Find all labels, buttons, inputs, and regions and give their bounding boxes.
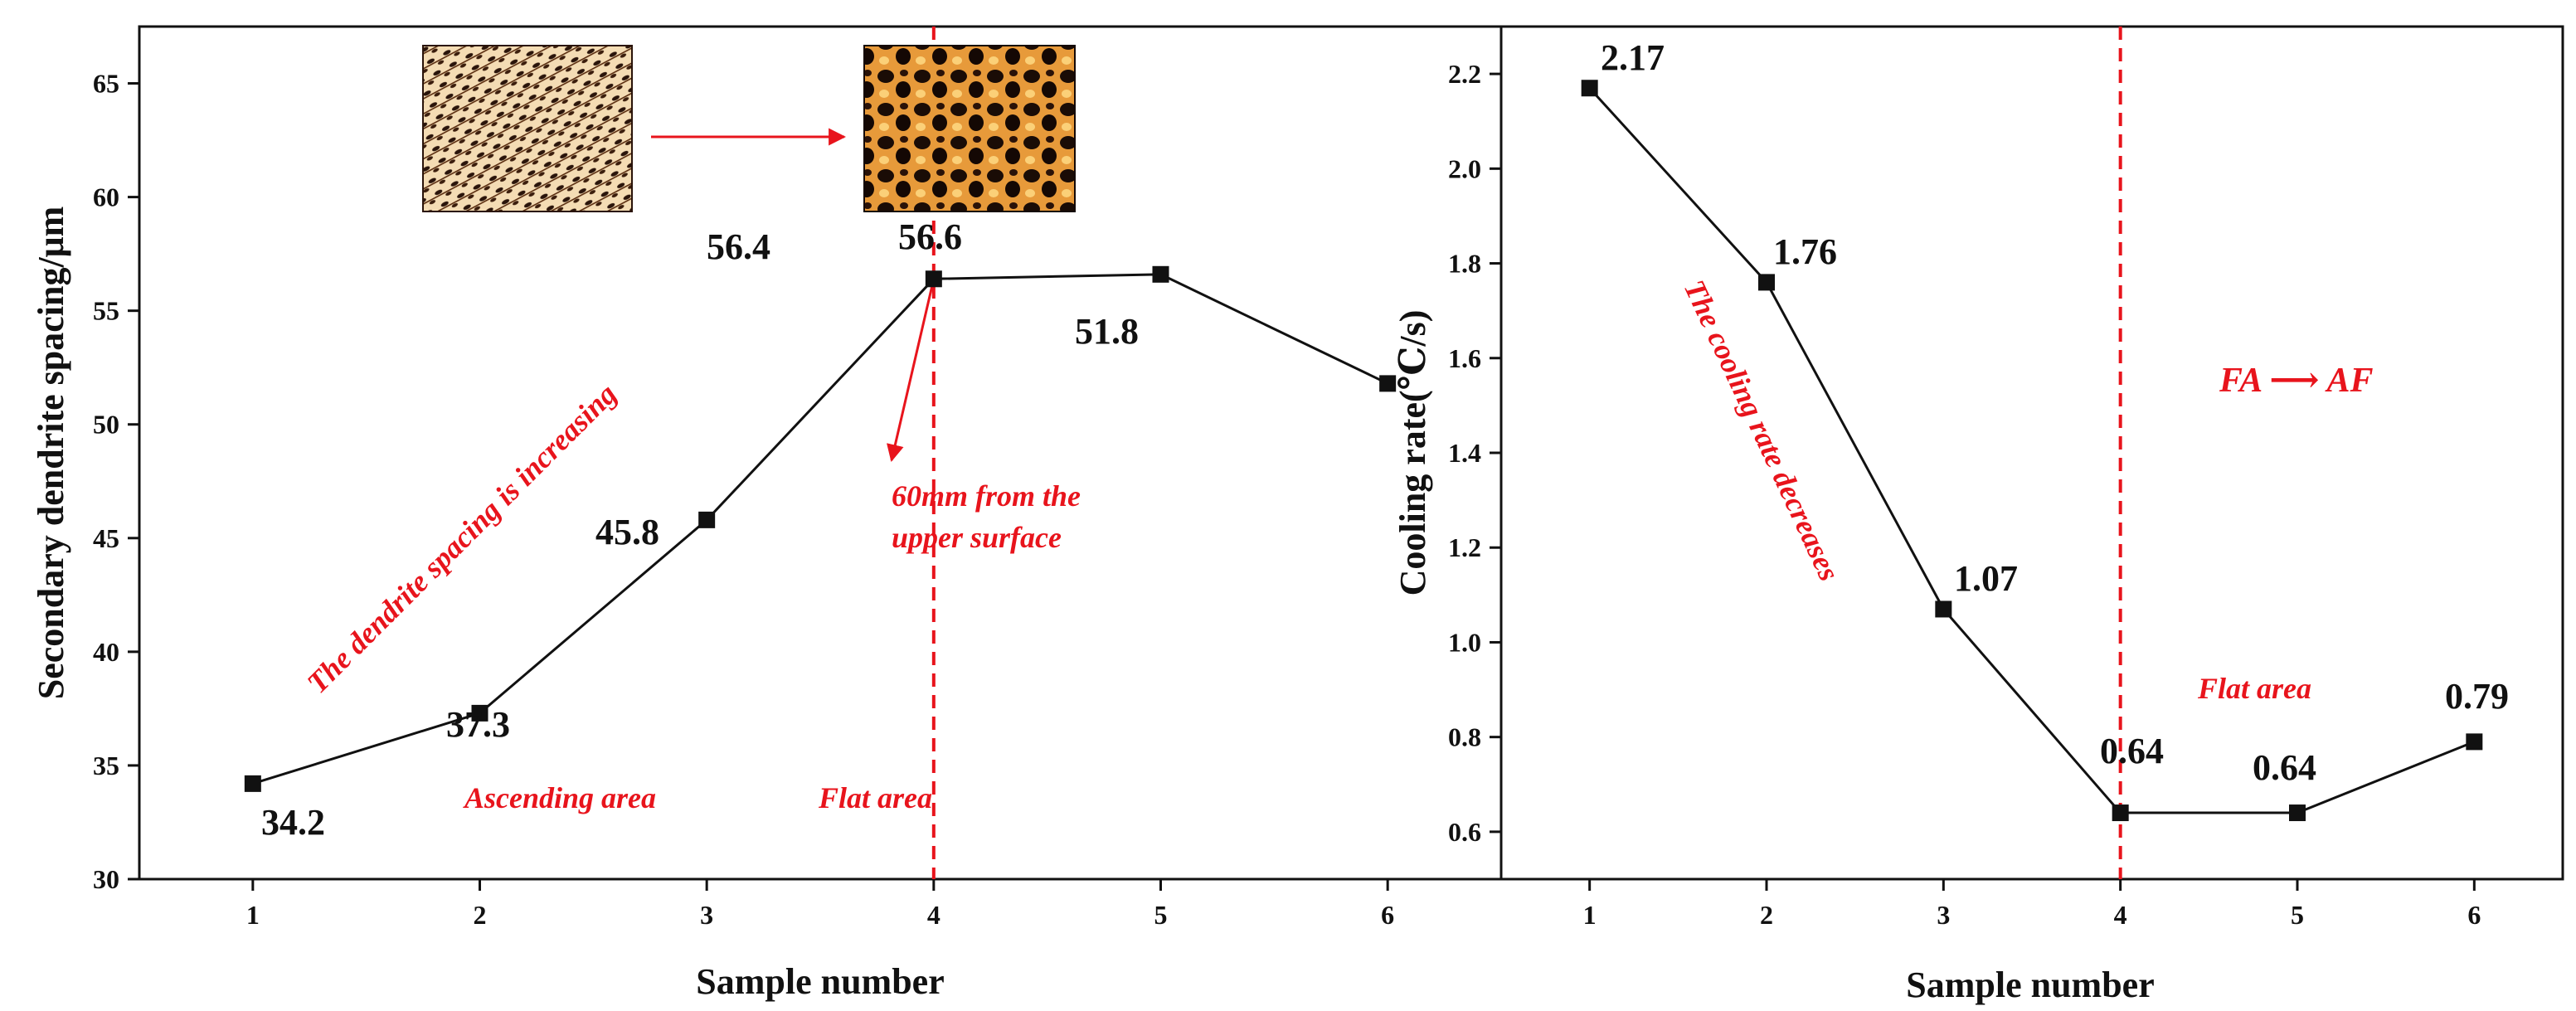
y-tick-label: 1.4 xyxy=(1448,438,1481,468)
x-axis-title: Sample number xyxy=(1906,965,2154,1005)
data-point-6 xyxy=(1379,375,1397,392)
data-label-1: 34.2 xyxy=(261,802,325,843)
data-point-5 xyxy=(2289,804,2306,822)
trend-annotation: The cooling rate decreases xyxy=(1678,275,1846,586)
region-label-flat: Flat area xyxy=(2197,672,2311,705)
data-point-5 xyxy=(1152,265,1169,283)
y-tick-label: 2.2 xyxy=(1448,59,1481,89)
x-tick-label: 2 xyxy=(1760,900,1773,930)
plot-frame xyxy=(1499,25,2564,881)
x-tick-label: 1 xyxy=(246,900,260,930)
y-tick-label: 1.8 xyxy=(1448,249,1481,279)
position-note-line-1: 60mm from the xyxy=(892,479,1081,513)
y-tick-label: 55 xyxy=(93,296,119,326)
y-tick-label: 60 xyxy=(93,182,119,212)
data-point-1 xyxy=(244,775,261,792)
data-label-4: 56.4 xyxy=(707,226,770,267)
x-tick-label: 3 xyxy=(1937,900,1950,930)
y-tick-label: 2.0 xyxy=(1448,153,1481,183)
data-point-4 xyxy=(925,270,942,288)
y-tick-label: 65 xyxy=(93,69,119,99)
x-tick-label: 5 xyxy=(1154,900,1168,930)
y-tick-label: 40 xyxy=(93,637,119,667)
data-label-6: 0.79 xyxy=(2445,676,2509,717)
x-tick-label: 5 xyxy=(2291,900,2304,930)
data-point-3 xyxy=(698,511,716,528)
region-label-flat: Flat area xyxy=(818,781,932,814)
y-tick-label: 0.6 xyxy=(1448,817,1481,847)
y-tick-label: 0.8 xyxy=(1448,722,1481,752)
x-tick-label: 1 xyxy=(1583,900,1597,930)
y-tick-label: 1.0 xyxy=(1448,627,1481,657)
data-label-5: 0.64 xyxy=(2253,747,2316,788)
axis-ticks: 1 2 3 4 5 6 0.6 0.8 1.0 1.2 1.4 1.6 1.8 2.0 2.2 xyxy=(1448,59,2481,930)
data-point-2 xyxy=(471,704,488,722)
series-line xyxy=(1588,87,2475,814)
y-axis-title: Secondary dendrite spacing/μm xyxy=(31,207,71,700)
data-label-4: 0.64 xyxy=(2100,731,2164,771)
data-label-1: 2.17 xyxy=(1601,37,1665,78)
data-point-4 xyxy=(2112,804,2129,822)
y-tick-label: 1.6 xyxy=(1448,343,1481,373)
x-tick-label: 4 xyxy=(2114,900,2127,930)
data-point-6 xyxy=(2466,733,2483,751)
data-label-3: 1.07 xyxy=(1954,558,2018,599)
x-axis-title: Sample number xyxy=(696,961,944,1002)
x-tick-label: 6 xyxy=(2467,900,2481,930)
chart-cooling-rate: 1 2 3 4 5 6 0.6 0.8 1.0 1.2 1.4 1.6 1.8 2.0 2.2 2.17 1… xyxy=(1392,25,2564,1005)
micrograph-inset-coarse xyxy=(863,45,1076,212)
x-tick-label: 6 xyxy=(1381,900,1394,930)
y-tick-label: 1.2 xyxy=(1448,532,1481,562)
data-point-1 xyxy=(1581,80,1598,97)
x-tick-label: 2 xyxy=(474,900,487,930)
y-tick-label: 30 xyxy=(93,864,119,894)
plot-frame xyxy=(138,25,1503,881)
position-arrow xyxy=(887,278,936,463)
data-point-2 xyxy=(1758,274,1775,291)
y-tick-label: 35 xyxy=(93,751,119,780)
y-tick-label: 50 xyxy=(93,410,119,440)
data-markers xyxy=(1581,80,2483,822)
y-tick-label: 45 xyxy=(93,523,119,553)
x-tick-label: 4 xyxy=(927,900,940,930)
position-note-line-2: upper surface xyxy=(892,521,1062,554)
data-label-2: 1.76 xyxy=(1773,231,1837,272)
data-label-2: 37.3 xyxy=(446,704,510,745)
series-line xyxy=(252,273,1388,785)
trend-annotation: The dendrite spacing is increasing xyxy=(300,377,623,700)
data-markers xyxy=(244,265,1397,792)
data-point-3 xyxy=(1935,600,1952,618)
data-label-5: 56.6 xyxy=(898,216,962,257)
transition-label: FA ⟶ AF xyxy=(2219,362,2374,400)
data-label-3: 45.8 xyxy=(595,512,659,552)
x-tick-label: 3 xyxy=(700,900,713,930)
micrograph-inset-fine xyxy=(422,45,633,212)
region-label-ascending: Ascending area xyxy=(463,781,656,814)
y-axis-title: Cooling rate(℃/s) xyxy=(1392,310,1433,596)
data-label-6: 51.8 xyxy=(1075,311,1139,352)
